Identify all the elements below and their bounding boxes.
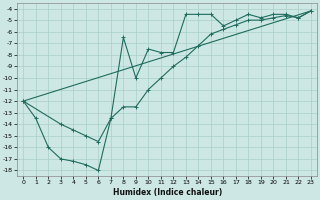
X-axis label: Humidex (Indice chaleur): Humidex (Indice chaleur) (113, 188, 222, 197)
